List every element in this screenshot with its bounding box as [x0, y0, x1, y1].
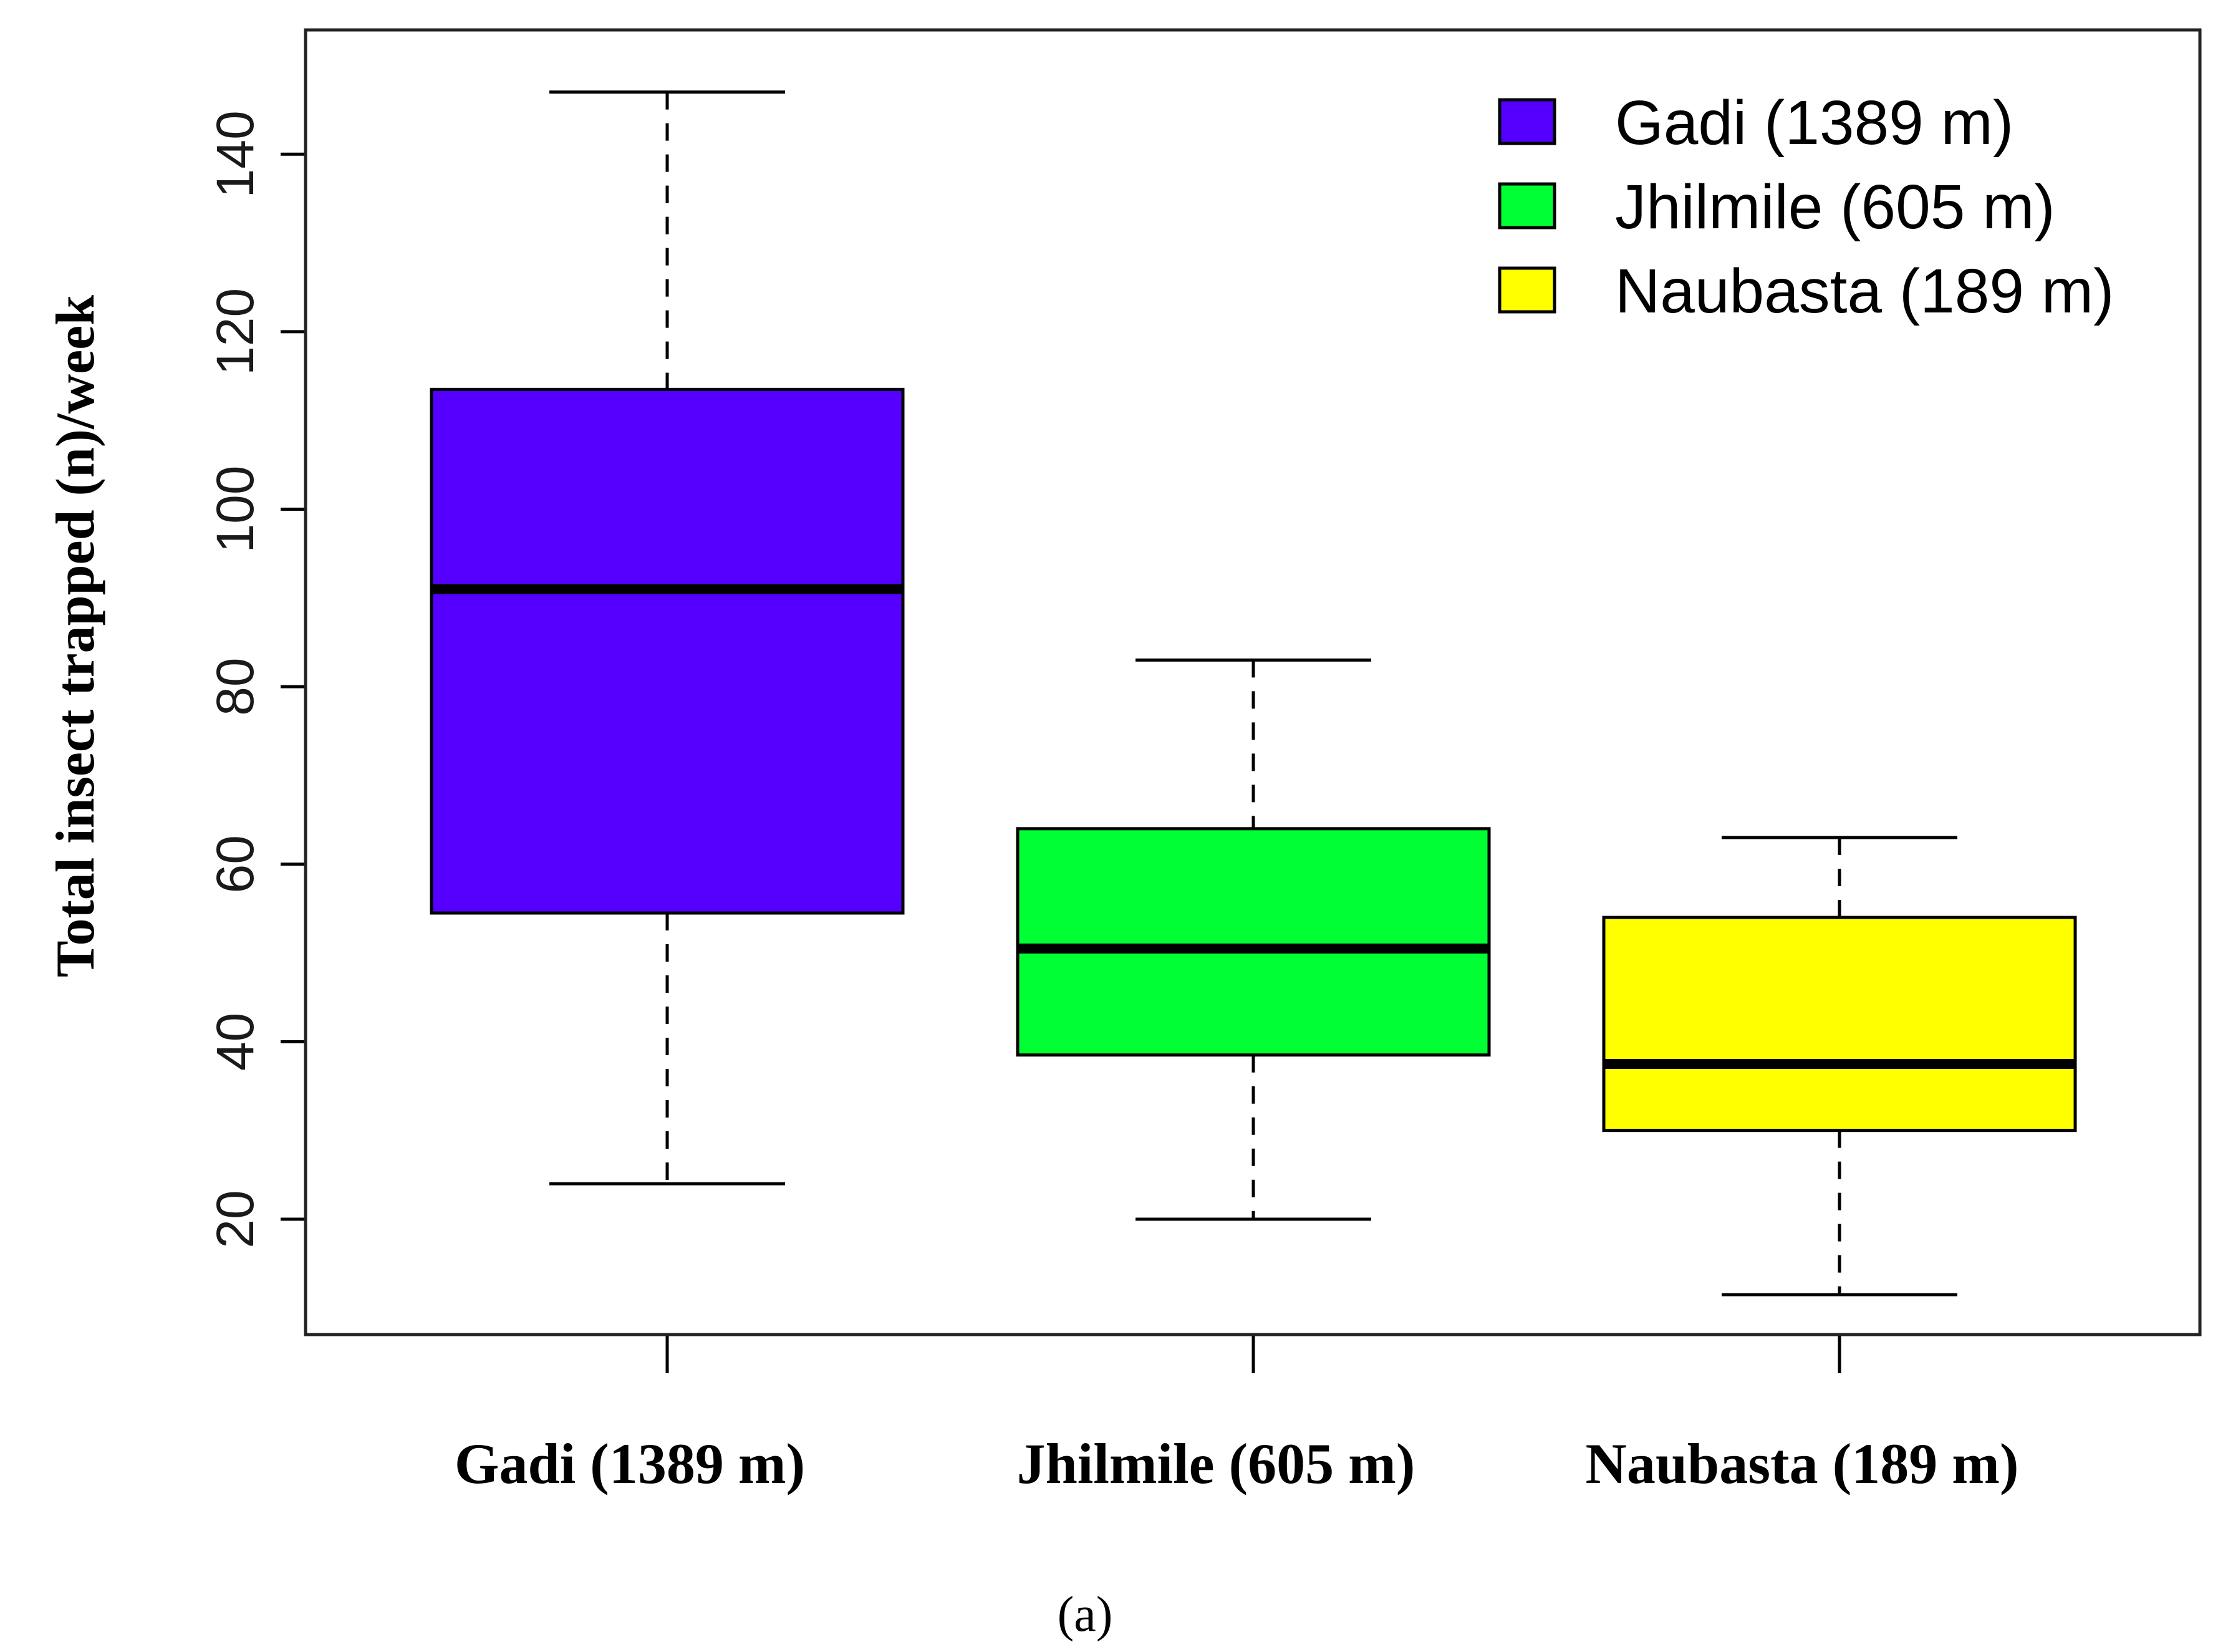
- legend-swatch: [1498, 266, 1556, 314]
- figure-caption: (a): [1058, 1587, 1113, 1642]
- legend-label: Gadi (1389 m): [1615, 88, 2013, 158]
- boxes-layer: [430, 90, 2077, 1297]
- box-group-gadi: [430, 90, 905, 1186]
- y-tick-label: 140: [206, 110, 264, 198]
- y-tick-label: 80: [206, 657, 264, 715]
- legend-label: Naubasta (189 m): [1615, 256, 2114, 326]
- legend-swatch: [1498, 98, 1556, 145]
- legend-label: Jhilmile (605 m): [1615, 172, 2055, 242]
- y-axis: 20 40 60 80 100 120 140: [206, 110, 306, 1249]
- x-category-label: Jhilmile (605 m): [1017, 1432, 1415, 1495]
- y-tick-label: 40: [206, 1013, 264, 1071]
- y-tick-label: 100: [206, 465, 264, 553]
- y-tick-label: 20: [206, 1190, 264, 1248]
- x-axis: Gadi (1389 m) Jhilmile (605 m) Naubasta (1…: [455, 1335, 2019, 1495]
- y-tick-label: 120: [206, 288, 264, 375]
- iqr-box: [1602, 915, 2077, 1133]
- iqr-box: [430, 387, 905, 915]
- iqr-box: [1016, 827, 1491, 1057]
- legend: Gadi (1389 m) Jhilmile (605 m) Naubasta (1…: [1498, 88, 2114, 326]
- y-axis-title: Total insect trapped (n)/week: [46, 295, 106, 977]
- box-group-naubasta: [1602, 836, 2077, 1297]
- plot-frame: [304, 28, 2202, 1336]
- x-category-label: Naubasta (189 m): [1585, 1432, 2018, 1495]
- y-tick-label: 60: [206, 835, 264, 893]
- x-category-label: Gadi (1389 m): [455, 1432, 805, 1495]
- box-group-jhilmile: [1016, 658, 1491, 1221]
- legend-swatch: [1498, 182, 1556, 229]
